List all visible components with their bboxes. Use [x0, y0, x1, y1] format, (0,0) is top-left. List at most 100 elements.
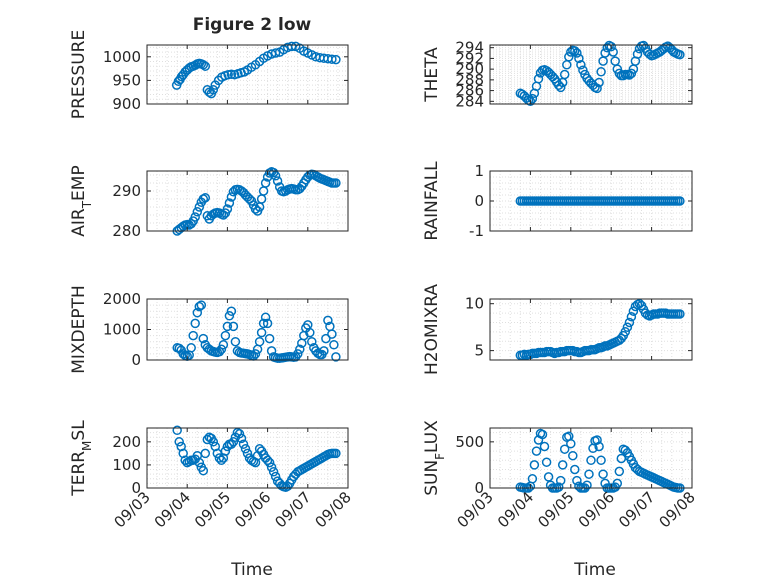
data-point — [226, 306, 237, 316]
x-tick-label: 09/06 — [231, 488, 274, 531]
y-tick-label: 0 — [131, 351, 141, 369]
data-point — [194, 202, 205, 212]
series-markers — [171, 41, 341, 99]
data-point — [266, 346, 277, 356]
x-axis-label-left: Time — [230, 560, 273, 580]
y-axis-label: TERRMSL — [69, 420, 94, 497]
series-markers — [515, 196, 685, 206]
data-point — [196, 300, 207, 310]
data-point — [192, 207, 203, 217]
data-point — [242, 448, 253, 459]
data-point — [260, 178, 271, 188]
data-point — [331, 352, 341, 362]
data-point — [323, 315, 333, 326]
axes-6: 5 10 H2OMIXRA — [422, 284, 693, 375]
data-point — [527, 474, 538, 484]
data-point — [198, 465, 209, 476]
data-point — [626, 312, 637, 322]
data-point — [216, 455, 227, 466]
data-point — [268, 467, 279, 477]
y-axis-label: H2OMIXRA — [422, 284, 442, 375]
data-point — [266, 462, 277, 472]
y-tick-label: 284 — [455, 92, 484, 110]
data-point — [620, 327, 631, 337]
data-point — [632, 49, 643, 59]
data-point — [586, 455, 596, 466]
data-point — [584, 469, 594, 479]
data-point — [200, 448, 211, 459]
data-point — [208, 85, 219, 95]
data-point — [321, 333, 331, 344]
y-tick-label: 1000 — [103, 48, 141, 66]
y-tick-label: 5 — [474, 342, 484, 360]
data-point — [262, 318, 273, 329]
y-tick-label: 0 — [474, 479, 484, 497]
data-point — [230, 336, 241, 347]
y-tick-label: 900 — [112, 95, 141, 113]
data-point — [533, 74, 544, 84]
data-point — [596, 67, 606, 77]
data-point — [570, 46, 580, 56]
data-point — [574, 53, 584, 64]
data-point — [254, 336, 265, 347]
data-point — [620, 445, 631, 455]
series-markers — [172, 425, 341, 493]
data-point — [228, 321, 239, 332]
figure-title: Figure 2 low — [193, 15, 312, 35]
data-point — [541, 457, 552, 467]
data-point — [236, 433, 247, 444]
axes-box — [489, 298, 693, 361]
data-point — [531, 446, 542, 456]
x-tick-label: 09/04 — [494, 488, 537, 531]
x-tick-label: 09/06 — [575, 488, 618, 531]
data-point — [208, 437, 219, 447]
y-tick-label: 1 — [474, 162, 484, 180]
data-point — [527, 93, 538, 104]
data-point — [270, 171, 281, 181]
axes-box — [146, 427, 349, 489]
data-point — [234, 429, 245, 439]
y-tick-label: 290 — [455, 60, 484, 78]
data-point — [238, 439, 249, 449]
y-axis-label: THETA — [422, 47, 442, 103]
data-point — [222, 321, 233, 332]
data-point — [568, 450, 578, 461]
data-point — [576, 60, 586, 70]
data-point — [557, 460, 568, 470]
data-point — [572, 475, 582, 486]
data-point — [594, 77, 604, 88]
y-axis-label: MIXDEPTH — [69, 285, 89, 374]
data-point — [198, 333, 209, 344]
data-point — [272, 176, 283, 186]
data-point — [190, 318, 200, 329]
x-tick-label: 09/07 — [615, 488, 658, 531]
y-tick-label: -1 — [469, 222, 484, 240]
y-tick-label: 10 — [465, 295, 484, 313]
axes-box — [146, 44, 349, 105]
data-point — [572, 48, 582, 58]
y-axis-label: PRESSURE — [69, 30, 89, 119]
data-point — [218, 340, 229, 350]
data-point — [220, 330, 231, 341]
data-point — [608, 47, 618, 57]
data-point — [307, 336, 317, 347]
axes-1: 900 950 1000 PRESSURE — [69, 30, 349, 119]
axes-box — [489, 427, 693, 489]
data-point — [592, 83, 602, 94]
data-point — [194, 457, 205, 468]
series-markers — [515, 40, 685, 107]
data-point — [200, 193, 211, 203]
data-point — [270, 48, 281, 58]
x-tick-label: 09/08 — [656, 488, 699, 531]
data-point — [240, 444, 251, 454]
data-point — [250, 349, 261, 359]
data-point — [329, 340, 339, 350]
data-point — [224, 198, 235, 208]
data-point — [194, 301, 205, 312]
series-markers — [515, 428, 685, 493]
axes-3: 280 290 AIRTEMP — [69, 165, 349, 240]
data-point — [555, 475, 566, 486]
